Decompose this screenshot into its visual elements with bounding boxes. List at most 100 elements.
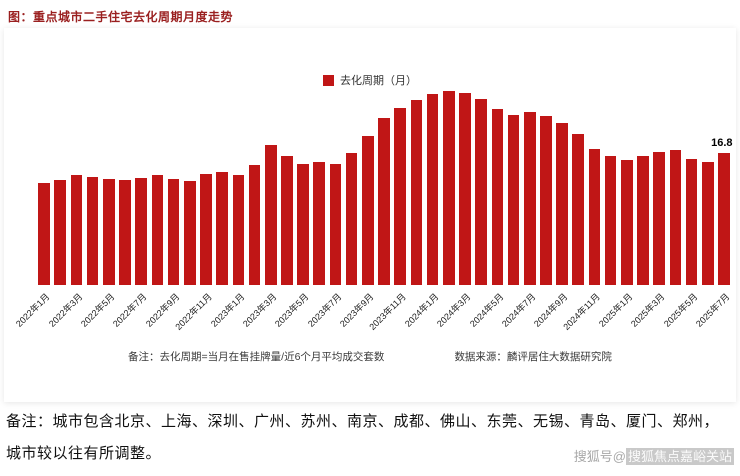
bar <box>637 155 649 285</box>
bar-slot <box>166 80 182 285</box>
bar-slot <box>425 80 441 285</box>
bar <box>621 160 633 285</box>
bar-slot <box>360 80 376 285</box>
bar-slot: 16.8 <box>711 80 733 285</box>
footnote-definition: 备注：去化周期=当月在售挂牌量/近6个月平均成交套数 <box>128 351 385 363</box>
bar <box>38 182 50 285</box>
bar <box>394 108 407 285</box>
bar <box>410 99 423 285</box>
bar <box>459 92 471 285</box>
bar <box>701 162 714 285</box>
watermark-account-name: 搜狐焦点嘉峪关站 <box>625 448 734 465</box>
bar <box>572 134 585 285</box>
bar-slot <box>117 80 133 285</box>
bar <box>653 151 666 285</box>
legend-label: 去化周期（月） <box>340 75 417 87</box>
footnote-data-source: 数据来源：麟评居住大数据研究院 <box>454 351 612 363</box>
x-tick: 2025年7月 <box>694 287 732 345</box>
bar <box>86 176 99 285</box>
bar-slot <box>246 80 262 285</box>
bar <box>604 155 617 285</box>
bar-slot <box>214 80 230 285</box>
bar-slot <box>651 80 667 285</box>
bar <box>103 178 115 285</box>
bar-slot <box>36 80 52 285</box>
bar-slot <box>198 80 214 285</box>
bar-slot <box>586 80 602 285</box>
bar <box>588 148 601 285</box>
bar <box>378 117 390 285</box>
bar-slot <box>473 80 489 285</box>
bar-slot <box>522 80 538 285</box>
bar <box>718 152 730 285</box>
bar-slot <box>684 80 700 285</box>
bar <box>54 180 67 285</box>
bottom-note-line2: 城市较以往有所调整。 <box>6 446 162 462</box>
bar-slot <box>230 80 246 285</box>
bar-slot <box>700 80 716 285</box>
bar-slot <box>133 80 149 285</box>
bar-slot <box>538 80 554 285</box>
bar-slot <box>311 80 327 285</box>
bar <box>70 175 83 285</box>
bar <box>362 135 374 285</box>
bar-slot <box>570 80 586 285</box>
bar <box>216 172 228 285</box>
bar-slot <box>635 80 651 285</box>
bar-slot <box>182 80 198 285</box>
bar-slot <box>667 80 683 285</box>
bar <box>183 180 196 285</box>
bar <box>248 165 261 285</box>
chart-footnotes: 备注：去化周期=当月在售挂牌量/近6个月平均成交套数 数据来源：麟评居住大数据研… <box>0 349 740 364</box>
bar-slot <box>263 80 279 285</box>
bar-slot <box>279 80 295 285</box>
plot-area: 16.8 <box>36 80 733 285</box>
last-bar-value-label: 16.8 <box>711 136 733 149</box>
bar <box>200 173 212 285</box>
bar-slot <box>441 80 457 285</box>
legend-color-swatch <box>323 74 334 86</box>
bar <box>556 122 568 285</box>
bar-slot <box>554 80 570 285</box>
bar-slot <box>457 80 473 285</box>
bar-slot <box>85 80 101 285</box>
bar <box>135 177 148 285</box>
bar <box>540 116 552 285</box>
bar <box>669 150 682 285</box>
bar <box>151 175 164 285</box>
bar <box>685 158 698 285</box>
bar <box>345 152 358 285</box>
bar <box>119 180 131 285</box>
bar-slot <box>295 80 311 285</box>
bar-slot <box>149 80 165 285</box>
bar <box>426 94 439 285</box>
bar-slot <box>489 80 505 285</box>
bar-slot <box>52 80 68 285</box>
bar <box>167 179 180 285</box>
bar <box>475 98 487 285</box>
bar-slot <box>408 80 424 285</box>
chart-title: 图：重点城市二手住宅去化周期月度走势 <box>8 10 234 24</box>
watermark-prefix: 搜狐号@ <box>573 449 626 464</box>
bar <box>442 91 455 285</box>
bar-slot <box>505 80 521 285</box>
bottom-note-line1: 备注：城市包含北京、上海、深圳、广州、苏州、南京、成都、佛山、东莞、无锡、青岛、… <box>6 414 720 430</box>
bar-slot <box>392 80 408 285</box>
bar <box>281 156 293 285</box>
bar <box>507 114 520 285</box>
bottom-notes: 备注：城市包含北京、上海、深圳、广州、苏州、南京、成都、佛山、东莞、无锡、青岛、… <box>6 406 736 470</box>
bar <box>297 164 309 285</box>
bar <box>232 175 245 285</box>
watermark: 搜狐号@ 搜狐焦点嘉峪关站 <box>574 446 734 465</box>
bar-slot <box>619 80 635 285</box>
legend: 去化周期（月） <box>4 72 736 88</box>
bar-slot <box>344 80 360 285</box>
bar <box>264 144 277 285</box>
x-axis: 2022年1月 2022年3月 2022年5月 2022年7月 2022年9月 2022年… <box>14 287 732 345</box>
bar-slot <box>603 80 619 285</box>
bar <box>523 111 536 285</box>
bar-slot <box>327 80 343 285</box>
bar-slot <box>68 80 84 285</box>
bar-slot <box>376 80 392 285</box>
